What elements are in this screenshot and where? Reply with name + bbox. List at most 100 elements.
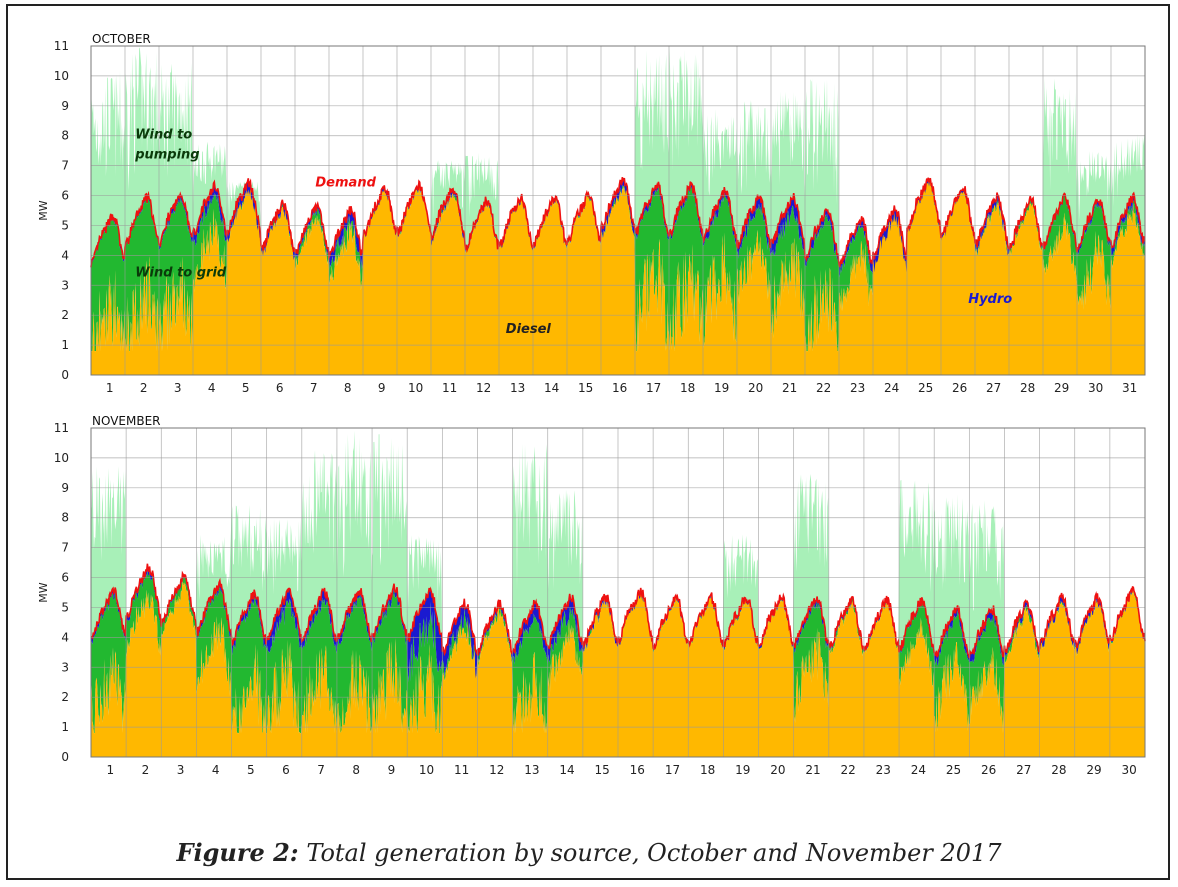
x-tick-label: 17 [646,381,661,395]
y-axis-label: MW [37,582,50,602]
x-tick-label: 13 [510,381,525,395]
y-tick-label: 4 [61,630,69,644]
x-tick-label: 26 [981,763,996,777]
x-tick-label: 14 [559,763,574,777]
x-tick-label: 23 [850,381,865,395]
y-tick-label: 5 [61,600,69,614]
x-tick-label: 19 [714,381,729,395]
x-tick-label: 1 [106,381,114,395]
y-tick-label: 10 [54,451,69,465]
panel-title: NOVEMBER [92,414,161,428]
x-tick-label: 25 [918,381,933,395]
x-tick-label: 5 [247,763,255,777]
x-tick-label: 11 [454,763,469,777]
plot-border [90,427,1146,758]
x-tick-label: 12 [489,763,504,777]
x-tick-label: 25 [946,763,961,777]
x-tick-label: 3 [177,763,185,777]
x-tick-label: 26 [952,381,967,395]
x-tick-label: 3 [174,381,182,395]
plot-border [90,45,1146,376]
y-axis-label: MW [37,200,50,220]
series-demand [90,177,1146,268]
x-tick-label: 24 [884,381,899,395]
x-tick-label: 7 [317,763,325,777]
x-tick-label: 18 [700,763,715,777]
y-tick-label: 2 [61,690,69,704]
x-tick-label: 23 [876,763,891,777]
caption-text: Total generation by source, October and … [306,839,1002,867]
x-tick-label: 29 [1054,381,1069,395]
x-tick-label: 24 [911,763,926,777]
x-tick-label: 14 [544,381,559,395]
y-tick-label: 7 [61,159,69,173]
x-tick-label: 6 [276,381,284,395]
x-tick-label: 2 [140,381,148,395]
y-tick-label: 1 [61,338,69,352]
y-tick-label: 3 [61,660,69,674]
x-tick-label: 30 [1122,763,1137,777]
y-tick-label: 0 [61,750,69,764]
x-tick-label: 27 [986,381,1001,395]
panel-title: OCTOBER [92,32,151,46]
annotation-line: Wind to [135,128,192,143]
x-tick-label: 18 [680,381,695,395]
y-tick-label: 11 [54,39,69,53]
x-tick-label: 17 [665,763,680,777]
y-tick-label: 11 [54,421,69,435]
x-tick-label: 6 [282,763,290,777]
annotation-line: Wind to grid [135,265,227,280]
x-tick-label: 10 [419,763,434,777]
y-tick-label: 4 [61,248,69,262]
series-diesel [91,181,1145,375]
x-tick-label: 15 [578,381,593,395]
y-tick-label: 6 [61,189,69,203]
x-tick-label: 20 [748,381,763,395]
x-tick-label: 9 [388,763,396,777]
annotation-line: Demand [315,176,376,191]
annotation-wind-to-pumping: Wind to pumping [134,128,199,163]
x-tick-label: 12 [476,381,491,395]
x-tick-label: 8 [344,381,352,395]
figure-caption: Figure 2: Total generation by source, Oc… [0,838,1178,867]
x-tick-label: 21 [782,381,797,395]
x-tick-label: 16 [630,763,645,777]
x-tick-label: 13 [524,763,539,777]
x-tick-label: 16 [612,381,627,395]
x-tick-label: 5 [242,381,250,395]
y-tick-label: 7 [61,541,69,555]
y-tick-label: 2 [61,308,69,322]
x-tick-label: 28 [1051,763,1066,777]
y-tick-label: 1 [61,720,69,734]
y-tick-label: 9 [61,99,69,113]
x-tick-label: 22 [840,763,855,777]
annotation-line: Hydro [968,292,1012,307]
x-tick-label: 11 [442,381,457,395]
annotation-diesel: Diesel [506,322,552,337]
x-tick-label: 20 [770,763,785,777]
x-tick-label: 19 [735,763,750,777]
y-tick-label: 3 [61,278,69,292]
x-tick-label: 30 [1088,381,1103,395]
x-tick-label: 10 [408,381,423,395]
y-tick-label: 8 [61,511,69,525]
x-tick-label: 28 [1020,381,1035,395]
x-tick-label: 7 [310,381,318,395]
annotation-wind-to-grid: Wind to grid [135,265,227,280]
x-tick-label: 2 [142,763,150,777]
x-tick-label: 8 [352,763,360,777]
y-tick-label: 10 [54,69,69,83]
x-tick-label: 4 [212,763,220,777]
x-tick-label: 21 [805,763,820,777]
x-tick-label: 22 [816,381,831,395]
y-tick-label: 6 [61,571,69,585]
y-tick-label: 8 [61,129,69,143]
caption-prefix: Figure 2: [176,838,299,867]
x-tick-label: 29 [1086,763,1101,777]
y-tick-label: 5 [61,218,69,232]
annotation-hydro: Hydro [968,292,1012,307]
x-tick-label: 27 [1016,763,1031,777]
annotation-demand: Demand [315,176,376,191]
